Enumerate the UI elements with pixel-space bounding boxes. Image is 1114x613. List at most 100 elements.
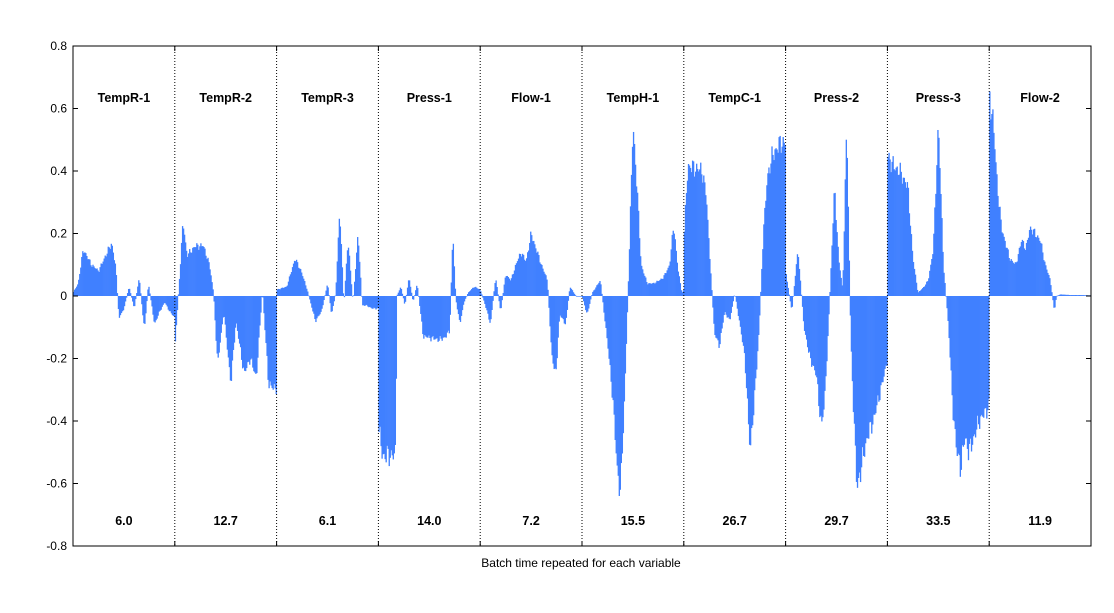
bar xyxy=(177,294,180,296)
bar xyxy=(516,261,519,296)
bar xyxy=(1050,285,1052,296)
bar xyxy=(753,296,755,416)
bar xyxy=(409,286,412,296)
bar xyxy=(620,296,622,464)
bar xyxy=(966,296,969,449)
bar xyxy=(335,282,337,296)
bar xyxy=(496,287,498,296)
bar xyxy=(968,296,971,444)
bar xyxy=(591,295,593,296)
bar xyxy=(859,296,862,483)
bar xyxy=(379,296,381,427)
bar xyxy=(610,296,612,382)
bar xyxy=(815,296,817,376)
bar xyxy=(688,165,691,296)
bar xyxy=(469,291,471,296)
bar xyxy=(192,247,194,296)
bar xyxy=(456,296,459,310)
bar xyxy=(137,286,139,296)
bar xyxy=(160,296,162,310)
bar xyxy=(118,296,121,318)
bar xyxy=(837,246,839,296)
bar xyxy=(1015,262,1017,296)
bar xyxy=(406,287,409,296)
bar xyxy=(208,262,210,296)
bar xyxy=(123,296,126,307)
bar xyxy=(649,283,651,296)
bar xyxy=(856,296,859,488)
bar xyxy=(541,264,543,296)
bar xyxy=(547,289,549,296)
bar xyxy=(888,152,890,296)
bar xyxy=(219,296,221,343)
bar xyxy=(596,285,598,296)
bar xyxy=(357,237,359,296)
bar xyxy=(387,296,389,449)
y-axis: -0.8 -0.6 -0.4 -0.2 0 0.2 0.4 0.6 0.8 xyxy=(46,39,1091,553)
bar xyxy=(812,296,814,366)
bar xyxy=(213,296,215,302)
bar xyxy=(530,231,532,296)
bar xyxy=(940,194,942,296)
bar xyxy=(648,283,650,296)
bar xyxy=(882,296,884,383)
bar xyxy=(122,296,125,311)
bar xyxy=(420,296,422,314)
bar xyxy=(436,296,438,339)
bar xyxy=(548,296,550,308)
bar xyxy=(1031,234,1034,296)
bar xyxy=(388,296,390,467)
bar xyxy=(1033,228,1036,296)
bar xyxy=(133,296,135,307)
bar xyxy=(745,296,748,389)
bar xyxy=(1001,232,1003,296)
bar xyxy=(359,261,361,296)
bar xyxy=(502,292,504,296)
bar xyxy=(726,296,728,318)
bar xyxy=(304,281,306,296)
bar xyxy=(515,263,518,296)
bar xyxy=(983,296,985,418)
bar xyxy=(847,206,850,296)
bar xyxy=(618,296,620,496)
bar xyxy=(234,296,237,328)
y-tick-label: 0 xyxy=(60,289,67,303)
bar xyxy=(703,175,705,296)
bar xyxy=(272,296,274,390)
bar xyxy=(254,296,256,373)
bar xyxy=(297,267,300,296)
bar xyxy=(330,296,332,312)
value-label: 15.5 xyxy=(621,514,645,528)
bar xyxy=(529,242,531,296)
bar xyxy=(364,296,366,306)
bar xyxy=(899,162,901,296)
bar xyxy=(196,243,198,296)
bar xyxy=(495,280,497,296)
bar xyxy=(526,258,528,296)
bar xyxy=(615,296,617,454)
bar xyxy=(1045,265,1047,296)
bar xyxy=(909,225,912,296)
bar xyxy=(722,296,724,323)
bar xyxy=(712,296,714,308)
bar xyxy=(757,296,759,352)
bar xyxy=(801,296,804,307)
value-label: 29.7 xyxy=(824,514,848,528)
bar xyxy=(120,296,123,314)
bar xyxy=(368,296,370,308)
bar xyxy=(981,296,983,415)
bar xyxy=(634,164,637,296)
bar xyxy=(602,296,604,303)
bar xyxy=(1040,242,1042,296)
bar xyxy=(660,278,662,296)
bar xyxy=(860,296,863,468)
bar xyxy=(325,290,327,296)
bar xyxy=(976,296,979,416)
bar xyxy=(415,290,417,296)
bar xyxy=(471,289,473,296)
bar xyxy=(626,296,629,313)
bar xyxy=(936,165,938,296)
bar xyxy=(572,292,575,296)
bar xyxy=(744,296,747,374)
bar xyxy=(439,296,441,337)
